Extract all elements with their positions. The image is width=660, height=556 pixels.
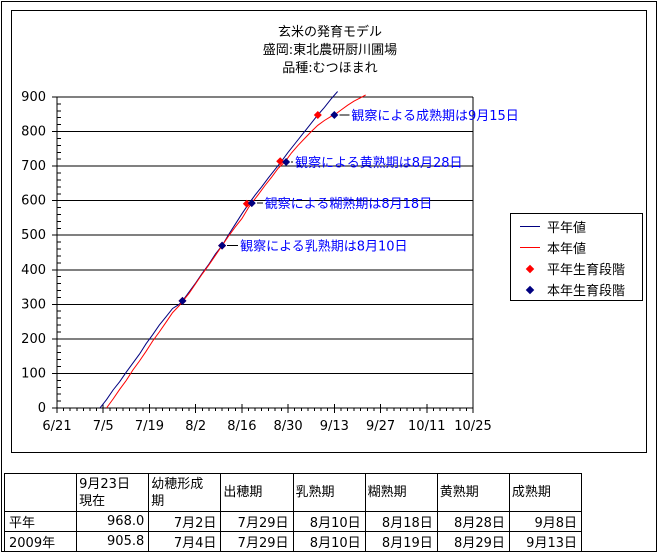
table-cell: 9月8日 [508,511,583,532]
diamond-swatch-icon [519,264,541,273]
table-cell: 8月29日 [436,531,510,552]
legend-label: 平年生育段階 [547,263,626,278]
table-header-cell: 9月23日 現在 [76,473,150,512]
table-cell: 968.0 [76,511,150,532]
row-label: 2009年 [3,531,78,552]
table-cell: 8月19日 [364,531,438,552]
legend-entry-heinen-line: 平年値 [519,216,642,237]
table-header-cell: 乳熟期 [292,473,366,512]
growth-stage-table: 9月23日 現在 幼穂形成 期 出穂期 乳熟期 糊熟期 黄熟期 成熟期 平年 9… [3,473,583,552]
line-swatch-icon [519,226,541,227]
diamond-swatch-icon [519,285,541,294]
table-header-cell: 成熟期 [508,473,583,512]
table-cell: 8月10日 [292,511,366,532]
table-header-cell: 出穂期 [220,473,294,512]
chart-legend: 平年値 本年値 平年生育段階 本年生育段階 [510,213,643,301]
table-header-cell [3,473,78,512]
table-cell: 7月4日 [148,531,222,552]
chart-title-line-2: 盛岡:東北農研厨川圃場 [262,43,398,58]
table-cell: 8月18日 [364,511,438,532]
table-cell: 8月10日 [292,531,366,552]
chart-title: 玄米の発育モデル 盛岡:東北農研厨川圃場 品種:むつほまれ [12,24,648,78]
table-cell: 7月29日 [220,531,294,552]
table-cell: 7月2日 [148,511,222,532]
legend-label: 本年生育段階 [547,284,626,299]
chart-title-line-1: 玄米の発育モデル [277,25,382,40]
chart-title-line-3: 品種:むつほまれ [282,61,378,76]
table-cell: 905.8 [76,531,150,552]
legend-entry-honnen-stage: 本年生育段階 [519,279,642,300]
line-swatch-icon [519,247,541,248]
table-row: 平年 968.0 7月2日 7月29日 8月10日 8月18日 8月28日 9月… [3,511,583,532]
table-header-row: 9月23日 現在 幼穂形成 期 出穂期 乳熟期 糊熟期 黄熟期 成熟期 [3,473,583,512]
table-header-cell: 黄熟期 [436,473,510,512]
legend-label: 本年値 [547,242,587,257]
table-cell: 8月28日 [436,511,510,532]
legend-label: 平年値 [547,221,587,236]
table-cell: 9月13日 [508,531,583,552]
table-header-cell: 幼穂形成 期 [148,473,222,512]
table-cell: 7月29日 [220,511,294,532]
legend-entry-honnen-line: 本年値 [519,237,642,258]
legend-entry-heinen-stage: 平年生育段階 [519,258,642,279]
table-row: 2009年 905.8 7月4日 7月29日 8月10日 8月19日 8月29日… [3,531,583,552]
table-header-cell: 糊熟期 [364,473,438,512]
row-label: 平年 [3,511,78,532]
